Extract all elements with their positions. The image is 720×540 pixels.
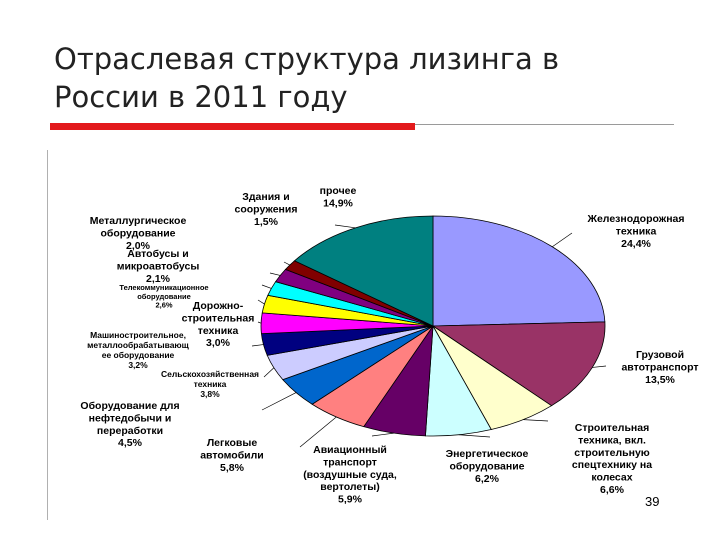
pie-labels: Железнодорожная техника 24,4%Грузовой автот…	[80, 185, 698, 506]
slide-title-line-2: России в 2011 году	[54, 80, 348, 114]
pie-leader-line-14	[283, 261, 290, 266]
pie-label-line: Сельскохозяйственная	[161, 369, 259, 379]
pie-label-line: Энергетическое	[446, 448, 529, 460]
pie-label-line: Грузовой	[636, 349, 684, 361]
pie-label-11: Телекоммуникационное оборудование 2,6%	[119, 283, 208, 310]
pie-label-line: (воздушные суда,	[303, 469, 397, 481]
pie-label-line: переработки	[97, 425, 163, 437]
pie-label-line: Авиационный	[313, 444, 387, 456]
pie-leader-line-13	[269, 272, 281, 276]
pie-label-line: техника	[616, 225, 657, 237]
pie-leader-line-7	[261, 392, 297, 411]
slide-title: Отраслевая структура лизинга в России в …	[54, 40, 654, 116]
pie-leader-line-11	[257, 299, 265, 305]
pie-label-value: 3,8%	[200, 389, 220, 399]
slide-title-line-1: Отраслевая структура лизинга в	[54, 42, 560, 76]
pie-label-7: Оборудование для нефтедобычи и переработки…	[80, 400, 179, 449]
pie-leader-line-6	[299, 416, 337, 448]
pie-label-line: Строительная	[575, 422, 649, 434]
pie-leader-line-5	[371, 432, 394, 437]
pie-label-line: колесах	[591, 472, 632, 484]
pie-label-line: автомобили	[200, 449, 264, 461]
pie-label-line: Металлургическое	[90, 215, 187, 227]
pie-label-line: Дорожно-	[193, 300, 244, 312]
pie-label-line: Легковые	[207, 437, 258, 449]
pie-label-4: Энергетическое оборудование 6,2%	[446, 448, 529, 485]
pie-leader-line-15	[334, 224, 356, 229]
pie-label-line: оборудование	[449, 460, 524, 472]
pie-label-line: техника	[194, 379, 227, 389]
pie-label-14: Здания и сооружения 1,5%	[235, 191, 298, 228]
pie-label-value: 13,5%	[645, 374, 675, 386]
pie-leader-line-3	[523, 419, 549, 422]
pie-label-line: техника, вкл.	[578, 434, 646, 446]
pie-label-value: 4,5%	[118, 437, 143, 449]
pie-label-value: 2,6%	[155, 301, 172, 310]
pie-slice-1	[432, 215, 606, 327]
pie-leader-line-12	[261, 284, 272, 289]
pie-label-value: 5,9%	[338, 494, 363, 506]
pie-label-line: строительную	[574, 447, 650, 459]
pie-label-line: Здания и	[242, 191, 289, 203]
pie-label-line: металлообрабатывающ	[87, 340, 190, 350]
pie-label-line: прочее	[320, 185, 357, 197]
pie-label-line: оборудование	[137, 292, 191, 301]
pie-leader-line-1	[552, 232, 573, 248]
pie-label-value: 3,2%	[128, 360, 148, 370]
pie-label-value: 1,5%	[254, 216, 279, 228]
pie-label-8: Сельскохозяйственная техника 3,8%	[161, 369, 259, 399]
pie-label-line: Автобусы и	[127, 248, 188, 260]
pie-label-value: 14,9%	[323, 197, 353, 209]
pie-slices	[260, 215, 606, 437]
pie-label-value: 6,6%	[600, 484, 625, 496]
pie-label-value: 24,4%	[621, 238, 651, 250]
pie-label-1: Железнодорожная техника 24,4%	[586, 213, 684, 250]
pie-label-value: 6,2%	[475, 473, 500, 485]
pie-label-line: сооружения	[235, 203, 298, 215]
pie-label-line: строительная	[182, 312, 255, 324]
pie-label-line: вертолеты)	[320, 481, 379, 493]
page-number: 39	[645, 494, 660, 509]
pie-label-line: ее оборудование	[102, 350, 175, 360]
pie-label-value: 5,8%	[220, 462, 245, 474]
pie-leader-line-8	[263, 367, 275, 378]
pie-leader-line-10	[257, 321, 262, 324]
pie-label-10: Дорожно-строительная техника 3,0%	[182, 300, 255, 349]
pie-label-3: Строительная техника, вкл. строительную спе…	[572, 422, 652, 496]
pie-label-line: Машиностроительное,	[90, 330, 186, 340]
pie-leader-line-9	[251, 344, 264, 347]
pie-label-2: Грузовой автотранспорт 13,5%	[621, 349, 698, 386]
pie-leader-lines	[251, 224, 607, 448]
pie-label-line: техника	[198, 325, 239, 337]
pie-label-line: автотранспорт	[621, 361, 698, 373]
pie-label-line: спецтехнику на	[572, 459, 652, 471]
pie-label-6: Легковые автомобили 5,8%	[200, 437, 264, 474]
pie-label-line: Железнодорожная	[586, 213, 684, 225]
pie-leader-line-2	[592, 365, 607, 368]
pie-label-value: 3,0%	[206, 337, 231, 349]
pie-label-value: 2,1%	[146, 273, 171, 285]
pie-label-12: Автобусы и микроавтобусы 2,1%	[117, 248, 200, 285]
pie-leader-line-4	[458, 434, 491, 438]
pie-label-5: Авиационный транспорт (воздушные суда, верт…	[303, 444, 397, 506]
pie-label-value: 2,0%	[126, 240, 151, 252]
pie-label-line: микроавтобусы	[117, 260, 200, 272]
pie-label-line: нефтедобычи и	[89, 412, 172, 424]
pie-label-line: Оборудование для	[80, 400, 179, 412]
pie-label-line: Телекоммуникационное	[119, 283, 208, 292]
pie-label-line: оборудование	[100, 227, 175, 239]
pie-label-9: Машиностроительное, металлообрабатывающ ее…	[87, 330, 190, 370]
title-accent-bar	[50, 123, 415, 130]
pie-slice-15	[293, 215, 434, 327]
pie-label-line: транспорт	[323, 456, 377, 468]
pie-label-13: Металлургическое оборудование 2,0%	[90, 215, 187, 252]
slide-frame-line	[47, 150, 48, 520]
pie-label-15: прочее 14,9%	[320, 185, 357, 209]
